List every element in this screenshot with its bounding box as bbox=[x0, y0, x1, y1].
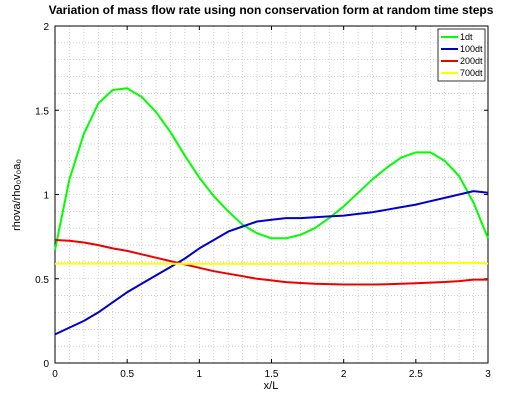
legend-label: 100dt bbox=[460, 44, 483, 54]
y-tick-label: 0.5 bbox=[35, 275, 49, 286]
series-lines bbox=[54, 87, 489, 336]
chart-title: Variation of mass flow rate using non co… bbox=[49, 3, 494, 17]
y-tick-labels: 0 0.5 1 1.5 2 bbox=[35, 22, 49, 370]
y-tick-label: 2 bbox=[43, 22, 49, 33]
series-line-100dt bbox=[54, 190, 489, 336]
x-tick-label: 0 bbox=[52, 369, 58, 380]
x-axis-label: x/L bbox=[264, 380, 279, 392]
grid bbox=[55, 26, 488, 363]
x-tick-label: 1 bbox=[197, 369, 203, 380]
x-tick-label: 0.5 bbox=[120, 369, 134, 380]
legend: 1dt 100dt 200dt 700dt bbox=[437, 28, 486, 82]
x-tick-label: 1.5 bbox=[265, 369, 279, 380]
series-line-200dt bbox=[54, 239, 488, 286]
y-axis-label: rhova/rho₀v₀a₀ bbox=[11, 159, 23, 231]
series-line-1dt bbox=[54, 87, 489, 251]
legend-label: 200dt bbox=[460, 56, 483, 66]
y-tick-label: 1 bbox=[43, 191, 49, 202]
x-tick-label: 2.5 bbox=[409, 369, 423, 380]
legend-label: 700dt bbox=[460, 68, 483, 78]
x-tick-label: 3 bbox=[485, 369, 491, 380]
x-tick-labels: 0 0.5 1 1.5 2 2.5 3 bbox=[52, 369, 491, 380]
y-tick-label: 0 bbox=[43, 359, 49, 370]
series-line-700dt bbox=[55, 261, 489, 265]
legend-label: 1dt bbox=[460, 32, 473, 42]
x-tick-label: 2 bbox=[341, 369, 347, 380]
y-tick-label: 1.5 bbox=[35, 106, 49, 117]
